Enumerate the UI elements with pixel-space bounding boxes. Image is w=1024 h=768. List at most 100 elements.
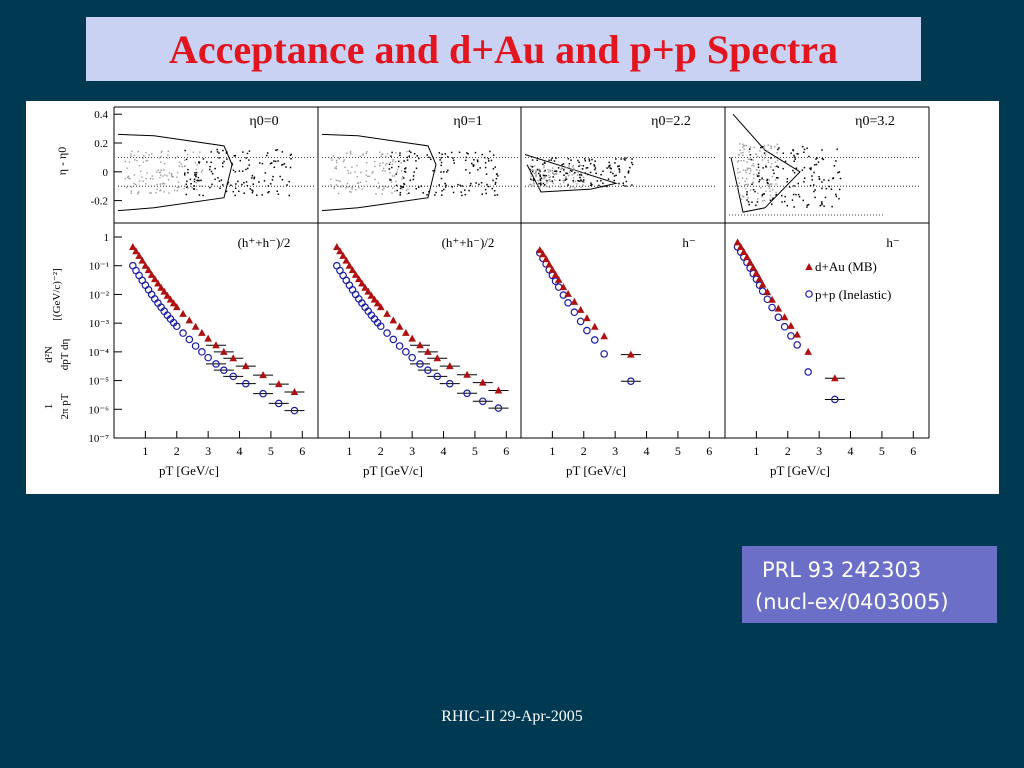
acceptance-point-black <box>798 195 801 198</box>
acceptance-point-black <box>442 171 445 173</box>
xtick-label: 6 <box>910 444 916 458</box>
acceptance-point-black <box>231 163 234 166</box>
acceptance-point-grey <box>128 177 130 179</box>
pp-point <box>389 335 398 344</box>
acceptance-point-grey <box>137 193 139 195</box>
acceptance-point-grey <box>177 181 180 183</box>
acceptance-point-grey <box>395 152 397 154</box>
pp-point <box>787 332 795 340</box>
xtick-label: 4 <box>237 444 243 458</box>
acceptance-point-grey <box>371 172 373 174</box>
dau-point <box>554 275 563 283</box>
spectra-ylabel-part: 1 <box>43 404 55 410</box>
acceptance-point-grey <box>746 161 748 163</box>
acceptance-point-grey <box>335 161 338 164</box>
acceptance-point-black <box>833 165 836 167</box>
acceptance-point-black <box>243 192 245 194</box>
acceptance-point-black <box>803 166 806 169</box>
acceptance-point-grey <box>549 176 551 178</box>
acceptance-point-grey <box>737 153 740 156</box>
acceptance-point-black <box>416 155 419 157</box>
acceptance-point-grey <box>752 159 754 161</box>
acceptance-point-black <box>197 176 200 179</box>
acceptance-point-black <box>206 161 208 163</box>
acceptance-point-black <box>402 186 405 189</box>
acceptance-point-black <box>233 155 235 157</box>
legend-pp-label: p+p (Inelastic) <box>815 287 891 302</box>
acceptance-point-black <box>248 164 251 166</box>
acceptance-point-black <box>797 182 799 185</box>
acceptance-point-black <box>241 183 243 186</box>
dau-point <box>576 305 585 313</box>
acceptance-point-black <box>780 194 783 197</box>
acceptance-point-grey <box>356 182 359 184</box>
acceptance-point-black <box>447 155 449 158</box>
acceptance-point-black <box>251 174 254 177</box>
acceptance-point-grey <box>164 174 166 176</box>
acceptance-point-grey <box>533 165 536 167</box>
acceptance-point-black <box>533 178 535 180</box>
acceptance-point-black <box>586 166 589 169</box>
acceptance-point-grey <box>755 169 758 171</box>
acceptance-point-black <box>184 172 186 174</box>
acceptance-point-grey <box>178 165 180 167</box>
acceptance-point-grey <box>582 176 585 178</box>
acceptance-point-grey <box>187 187 189 189</box>
acceptance-point-grey <box>355 188 357 191</box>
acceptance-point-black <box>408 155 411 157</box>
acceptance-point-black <box>809 167 811 170</box>
acceptance-point-grey <box>749 172 751 175</box>
acceptance-point-grey <box>136 160 138 162</box>
acceptance-point-grey <box>166 157 169 159</box>
acceptance-point-black <box>551 157 553 160</box>
acceptance-point-black <box>625 185 627 187</box>
acceptance-point-grey <box>137 191 139 194</box>
xtick-label: 5 <box>675 444 681 458</box>
acceptance-point-grey <box>406 193 408 195</box>
acceptance-point-black <box>631 158 633 160</box>
acceptance-point-grey <box>742 146 744 148</box>
acceptance-envelope <box>321 133 437 212</box>
acceptance-point-grey <box>337 192 340 195</box>
acceptance-point-black <box>395 173 398 175</box>
acceptance-point-black <box>582 179 585 181</box>
acceptance-point-grey <box>366 151 368 153</box>
acceptance-ylabel: η - η0 <box>55 147 69 176</box>
acceptance-point-black <box>815 158 817 160</box>
acceptance-point-grey <box>767 144 769 146</box>
acceptance-point-grey <box>377 182 380 184</box>
acceptance-point-black <box>578 180 580 182</box>
acceptance-point-grey <box>739 149 741 151</box>
acceptance-point-grey <box>130 186 133 188</box>
acceptance-point-black <box>273 166 276 169</box>
acceptance-point-black <box>608 161 610 164</box>
acceptance-point-grey <box>535 174 537 176</box>
acceptance-point-grey <box>173 189 176 192</box>
acceptance-point-grey <box>406 150 408 153</box>
acceptance-point-grey <box>765 164 767 166</box>
acceptance-point-black <box>762 146 764 148</box>
acceptance-point-grey <box>572 164 575 167</box>
acceptance-point-black <box>618 171 621 173</box>
acceptance-point-black <box>827 179 830 182</box>
acceptance-point-black <box>481 153 484 156</box>
acceptance-point-black <box>797 153 799 155</box>
acceptance-point-grey <box>358 186 360 189</box>
acceptance-point-grey <box>582 184 584 186</box>
pp-point <box>446 379 454 388</box>
acceptance-point-black <box>440 161 443 164</box>
acceptance-point-black <box>822 158 825 161</box>
acceptance-point-grey <box>533 182 535 184</box>
xtick-label: 6 <box>299 444 305 458</box>
acceptance-point-black <box>281 163 284 166</box>
acceptance-point-grey <box>573 169 576 171</box>
acceptance-point-grey <box>532 169 534 171</box>
acceptance-point-grey <box>168 172 171 174</box>
acceptance-point-black <box>761 194 764 196</box>
acceptance-point-grey <box>350 172 352 174</box>
xtick-label: 2 <box>785 444 791 458</box>
acceptance-point-grey <box>350 191 352 193</box>
acceptance-point-grey <box>576 174 579 176</box>
acceptance-point-grey <box>548 176 550 179</box>
acceptance-point-black <box>404 171 407 173</box>
